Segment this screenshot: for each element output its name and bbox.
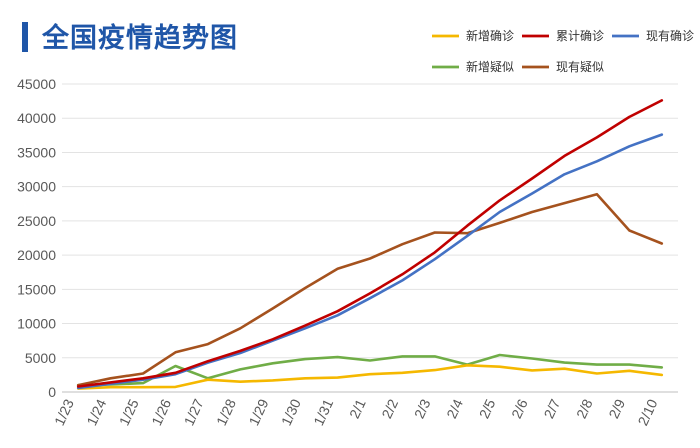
series-lines: [76, 99, 664, 390]
y-tick-label: 5000: [25, 350, 56, 366]
legend-label: 新增确诊: [466, 28, 514, 43]
x-axis-ticks: 1/23 1/24 1/25 1/26 1/27 1/28 1/29 1/30 1/31 2/1 2…: [51, 396, 661, 428]
x-tick-label: 2/9: [605, 396, 628, 421]
x-tick-label: 1/28: [213, 396, 239, 428]
x-tick-label: 1/31: [310, 396, 336, 428]
x-tick-label: 1/25: [116, 396, 142, 428]
x-tick-label: 1/29: [245, 396, 271, 428]
x-tick-label: 2/10: [634, 396, 660, 428]
y-tick-label: 15000: [17, 281, 56, 297]
series-line-3: [76, 353, 664, 387]
x-tick-label: 2/7: [541, 396, 564, 421]
chart-title: 全国疫情趋势图: [42, 23, 238, 54]
series-line-2: [76, 133, 664, 390]
legend-label: 现有确诊: [646, 29, 694, 43]
legend-label: 新增疑似: [466, 59, 514, 74]
series-line-0: [76, 363, 664, 390]
y-tick-label: 20000: [17, 247, 56, 263]
x-tick-label: 2/8: [573, 396, 596, 421]
x-tick-label: 2/4: [443, 396, 466, 421]
x-tick-label: 1/23: [51, 396, 77, 428]
x-tick-label: 1/27: [181, 396, 207, 428]
gridlines: [62, 83, 678, 393]
x-tick-label: 1/26: [148, 396, 174, 428]
x-tick-label: 2/1: [346, 396, 369, 421]
x-tick-label: 2/2: [378, 396, 401, 421]
y-tick-label: 25000: [17, 213, 56, 229]
title-accent-bar: [22, 22, 28, 52]
y-tick-label: 30000: [17, 179, 56, 195]
legend-label: 累计确诊: [556, 29, 604, 43]
y-tick-label: 0: [48, 384, 56, 400]
y-tick-label: 35000: [17, 144, 56, 160]
y-axis-ticks: 0 5000 10000 15000 20000 25000 30000 35000 40000…: [17, 76, 56, 400]
x-tick-label: 2/3: [411, 396, 434, 421]
series-line-1: [76, 99, 664, 388]
x-tick-label: 2/6: [508, 396, 531, 421]
x-tick-label: 2/5: [476, 396, 499, 421]
legend-label: 现有疑似: [556, 59, 604, 74]
y-tick-label: 40000: [17, 110, 56, 126]
y-tick-label: 10000: [17, 316, 56, 332]
x-tick-label: 1/30: [278, 396, 304, 428]
x-tick-label: 1/24: [83, 396, 109, 428]
y-tick-label: 45000: [17, 76, 56, 92]
series-line-4: [76, 192, 664, 387]
